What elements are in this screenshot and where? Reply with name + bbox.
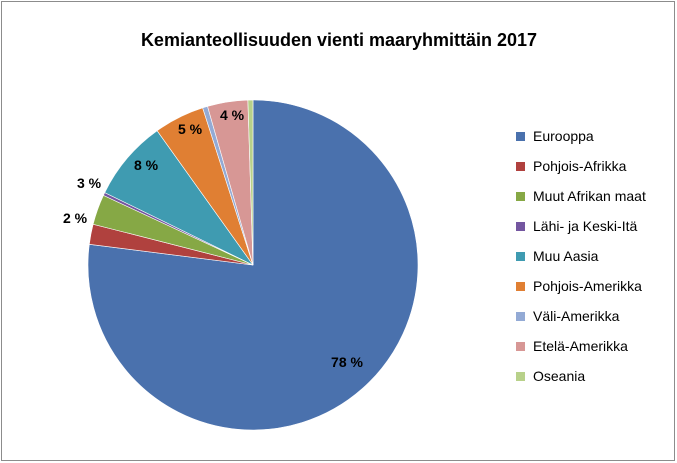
legend-swatch: [516, 281, 525, 291]
legend-swatch: [516, 251, 525, 261]
legend-item-pohjois-amerikka: Pohjois-Amerikka: [516, 271, 646, 301]
legend-label: Muut Afrikan maat: [533, 188, 646, 204]
legend-label: Eurooppa: [533, 128, 594, 144]
legend-label: Oseania: [533, 368, 586, 384]
chart-title: Kemianteollisuuden vienti maaryhmittäin …: [140, 30, 538, 50]
legend: Eurooppa Pohjois-Afrikka Muut Afrikan maat…: [516, 121, 646, 391]
legend-item-eurooppa: Eurooppa: [516, 121, 646, 151]
legend-swatch: [516, 161, 525, 171]
data-label-pohjois-afrikka: 2 %: [63, 210, 88, 226]
legend-swatch: [516, 191, 525, 201]
data-label-muut-afrikan-maat: 3 %: [77, 175, 102, 191]
legend-swatch: [516, 311, 525, 321]
legend-swatch: [516, 221, 525, 231]
legend-item-vali-amerikka: Väli-Amerikka: [516, 301, 646, 331]
data-label-muu-aasia: 8 %: [134, 157, 159, 173]
legend-label: Väli-Amerikka: [533, 308, 620, 324]
legend-swatch: [516, 341, 525, 351]
legend-swatch: [516, 371, 525, 381]
legend-label: Lähi- ja Keski-Itä: [533, 218, 638, 234]
legend-item-muut-afrikan-maat: Muut Afrikan maat: [516, 181, 646, 211]
legend-swatch: [516, 131, 525, 141]
legend-label: Etelä-Amerikka: [533, 338, 628, 354]
data-label-etela-amerikka: 4 %: [220, 107, 245, 123]
legend-item-oseania: Oseania: [516, 361, 646, 391]
data-label-pohjois-amerikka: 5 %: [178, 121, 203, 137]
legend-item-muu-aasia: Muu Aasia: [516, 241, 646, 271]
pie-slice-eurooppa: [87, 99, 419, 431]
legend-label: Pohjois-Afrikka: [533, 158, 627, 174]
legend-item-pohjois-afrikka: Pohjois-Afrikka: [516, 151, 646, 181]
legend-label: Pohjois-Amerikka: [533, 278, 642, 294]
legend-item-lahi-ja-keski-ita: Lähi- ja Keski-Itä: [516, 211, 646, 241]
data-label-eurooppa: 78 %: [331, 354, 363, 370]
legend-label: Muu Aasia: [533, 248, 599, 264]
legend-item-etela-amerikka: Etelä-Amerikka: [516, 331, 646, 361]
pie-slice-oseania: [247, 99, 254, 266]
